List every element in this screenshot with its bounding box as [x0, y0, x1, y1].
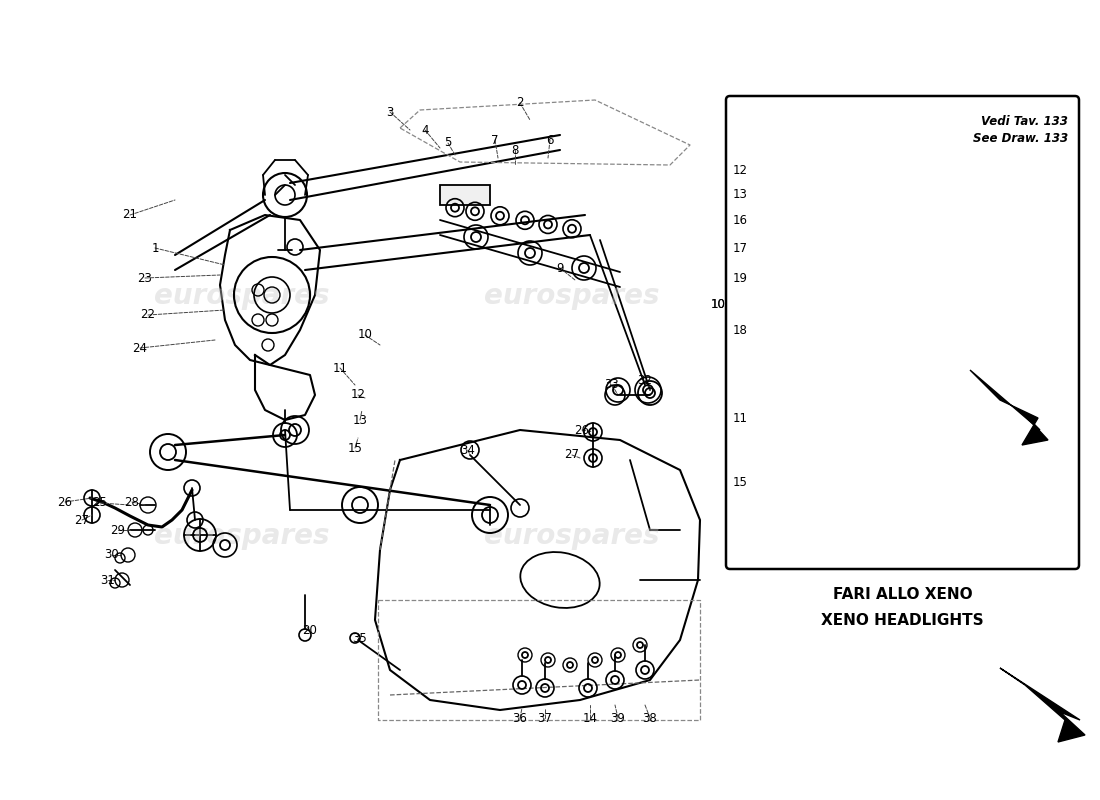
Text: 20: 20: [302, 623, 318, 637]
Text: 32: 32: [638, 374, 652, 386]
Polygon shape: [970, 370, 1048, 445]
Text: 7: 7: [492, 134, 498, 146]
FancyBboxPatch shape: [726, 96, 1079, 569]
Text: FARI ALLO XENO: FARI ALLO XENO: [833, 587, 972, 602]
Text: 14: 14: [583, 711, 597, 725]
Polygon shape: [440, 185, 490, 205]
Text: 9: 9: [557, 262, 563, 274]
Text: 5: 5: [444, 137, 452, 150]
Text: 34: 34: [461, 443, 475, 457]
Text: 30: 30: [104, 549, 120, 562]
Text: 39: 39: [610, 711, 626, 725]
Text: eurospares: eurospares: [484, 522, 660, 550]
Text: 23: 23: [138, 271, 153, 285]
Text: 15: 15: [348, 442, 362, 454]
Text: 28: 28: [124, 495, 140, 509]
Text: 38: 38: [642, 711, 658, 725]
Text: 13: 13: [733, 189, 748, 202]
Text: 26: 26: [574, 423, 590, 437]
Text: 10: 10: [711, 298, 726, 311]
Text: See Draw. 133: See Draw. 133: [972, 132, 1068, 145]
Text: 2: 2: [516, 97, 524, 110]
Text: 12: 12: [733, 163, 748, 177]
Text: 1: 1: [152, 242, 158, 254]
Text: 17: 17: [733, 242, 748, 254]
Text: eurospares: eurospares: [484, 282, 660, 310]
Text: 21: 21: [122, 209, 138, 222]
Text: 8: 8: [512, 143, 519, 157]
Polygon shape: [1000, 668, 1085, 742]
Text: 29: 29: [110, 523, 125, 537]
Text: 15: 15: [733, 475, 748, 489]
Text: 10: 10: [358, 329, 373, 342]
Text: 11: 11: [733, 411, 748, 425]
Text: 27: 27: [564, 449, 580, 462]
Text: 4: 4: [421, 123, 429, 137]
Text: 16: 16: [733, 214, 748, 226]
Text: 35: 35: [353, 631, 367, 645]
Text: 36: 36: [513, 711, 527, 725]
Text: eurospares: eurospares: [154, 282, 330, 310]
Text: 27: 27: [75, 514, 89, 526]
Text: 25: 25: [92, 497, 108, 510]
Text: Vedi Tav. 133: Vedi Tav. 133: [981, 115, 1068, 128]
Text: 6: 6: [547, 134, 553, 146]
Text: 19: 19: [733, 271, 748, 285]
Text: 31: 31: [100, 574, 116, 586]
Text: 3: 3: [386, 106, 394, 118]
Text: 37: 37: [538, 711, 552, 725]
Text: 13: 13: [353, 414, 367, 426]
Text: XENO HEADLIGHTS: XENO HEADLIGHTS: [822, 613, 983, 628]
Text: 22: 22: [141, 309, 155, 322]
Text: 12: 12: [351, 389, 365, 402]
Text: 33: 33: [605, 378, 619, 391]
Text: eurospares: eurospares: [154, 522, 330, 550]
Text: 10: 10: [711, 298, 726, 311]
Text: 26: 26: [57, 495, 73, 509]
Text: 11: 11: [332, 362, 348, 374]
Text: 24: 24: [132, 342, 147, 354]
Text: 18: 18: [733, 323, 748, 337]
